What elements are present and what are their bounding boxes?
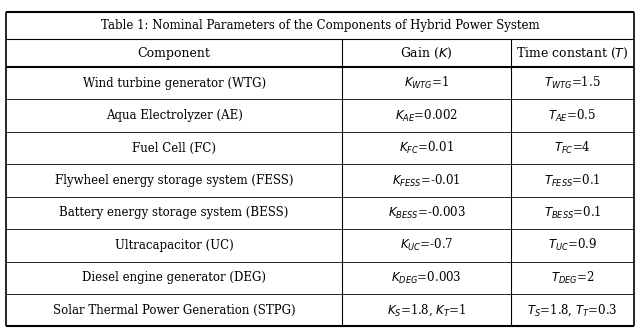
Text: $K_{WTG}$=1: $K_{WTG}$=1 [404,75,449,91]
Text: Time constant ($T$): Time constant ($T$) [516,46,628,61]
Text: $T_{AE}$=0.5: $T_{AE}$=0.5 [548,108,596,124]
Text: Ultracapacitor (UC): Ultracapacitor (UC) [115,239,234,252]
Text: Fuel Cell (FC): Fuel Cell (FC) [132,142,216,155]
Text: $T_{FC}$=4: $T_{FC}$=4 [554,140,591,156]
Text: $K_{FC}$=0.01: $K_{FC}$=0.01 [399,140,454,156]
Text: Wind turbine generator (WTG): Wind turbine generator (WTG) [83,77,266,90]
Text: Component: Component [138,47,211,60]
Text: Gain ($K$): Gain ($K$) [401,46,453,61]
Text: Diesel engine generator (DEG): Diesel engine generator (DEG) [82,271,266,284]
Text: $T_{DEG}$=2: $T_{DEG}$=2 [550,270,594,286]
Text: $K_{DEG}$=0.003: $K_{DEG}$=0.003 [391,270,462,286]
Text: $K_{BESS}$=-0.003: $K_{BESS}$=-0.003 [388,205,465,221]
Text: $T_{FESS}$=0.1: $T_{FESS}$=0.1 [544,172,601,188]
Text: Flywheel energy storage system (FESS): Flywheel energy storage system (FESS) [55,174,293,187]
Text: $K_{FESS}$=-0.01: $K_{FESS}$=-0.01 [392,172,461,188]
Text: Aqua Electrolyzer (AE): Aqua Electrolyzer (AE) [106,109,243,122]
Text: $K_{UC}$=-0.7: $K_{UC}$=-0.7 [400,237,453,253]
Text: $K_S$=1.8, $K_T$=1: $K_S$=1.8, $K_T$=1 [387,302,467,318]
Text: Solar Thermal Power Generation (STPG): Solar Thermal Power Generation (STPG) [53,304,296,317]
Text: $K_{AE}$=0.002: $K_{AE}$=0.002 [395,108,458,124]
Text: $T_{UC}$=0.9: $T_{UC}$=0.9 [548,237,597,253]
Text: Table 1: Nominal Parameters of the Components of Hybrid Power System: Table 1: Nominal Parameters of the Compo… [100,19,540,32]
Text: Battery energy storage system (BESS): Battery energy storage system (BESS) [60,206,289,219]
Text: $T_S$=1.8, $T_T$=0.3: $T_S$=1.8, $T_T$=0.3 [527,302,618,318]
Text: $T_{BESS}$=0.1: $T_{BESS}$=0.1 [543,205,601,221]
Text: $T_{WTG}$=1.5: $T_{WTG}$=1.5 [544,75,601,91]
